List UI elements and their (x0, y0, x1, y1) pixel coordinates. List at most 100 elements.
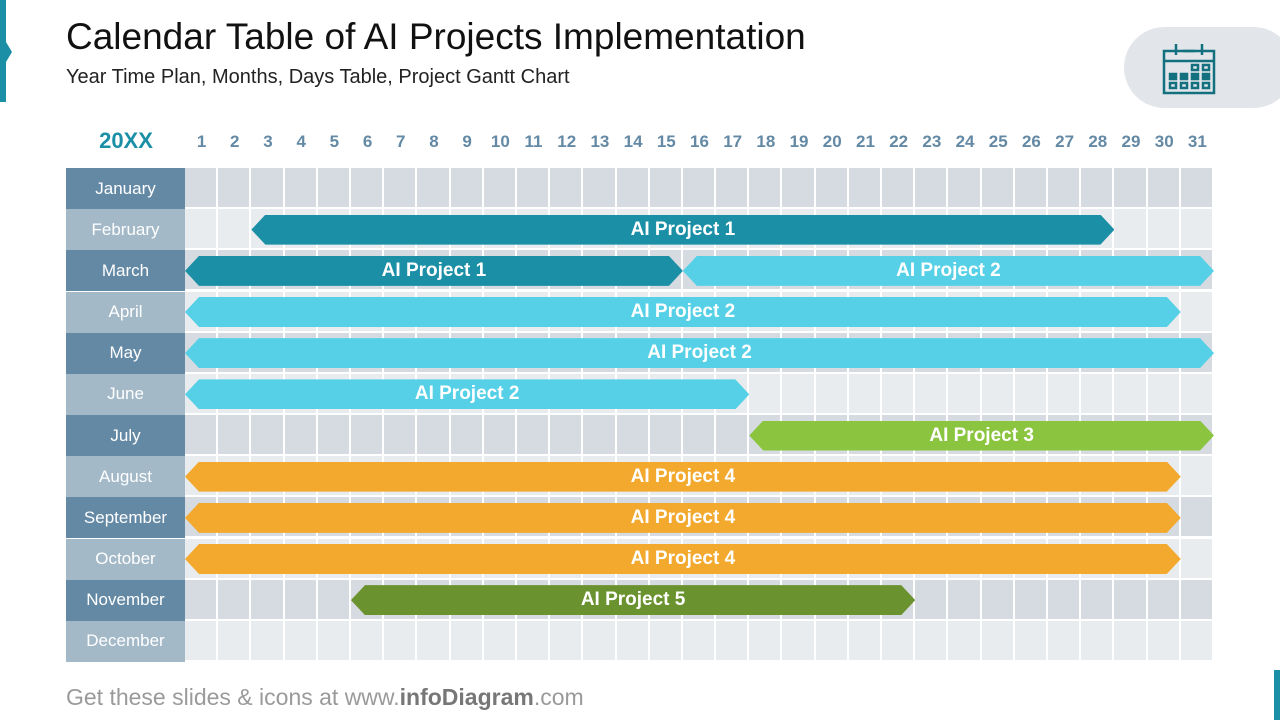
day-cell (251, 415, 285, 457)
day-header: 1 (196, 132, 207, 151)
day-cell (1114, 620, 1148, 662)
day-cell (583, 620, 617, 662)
day-cell (848, 168, 883, 210)
day-cell (1014, 373, 1049, 415)
project-bar[interactable]: AI Project 5 (351, 585, 915, 615)
project-bar[interactable]: AI Project 2 (185, 297, 1181, 327)
day-cell (749, 168, 783, 210)
day-cell (1114, 209, 1148, 251)
day-header: 18 (756, 132, 776, 151)
day-cell (682, 168, 717, 210)
icon-pill (1124, 27, 1280, 108)
day-cell (384, 620, 418, 662)
day-cell (317, 579, 351, 621)
project-bar[interactable]: AI Project 4 (185, 544, 1181, 574)
day-cell (882, 620, 916, 662)
day-cell (616, 620, 650, 662)
day-cell (483, 415, 517, 457)
day-cell (1081, 373, 1115, 415)
day-cell (682, 415, 717, 457)
day-cell (317, 620, 351, 662)
day-cell (218, 168, 252, 210)
day-cell (483, 168, 517, 210)
day-header: 3 (263, 132, 273, 151)
day-header: 24 (955, 132, 975, 151)
day-cell (948, 373, 982, 415)
day-cell (1014, 579, 1049, 621)
day-cell (251, 579, 285, 621)
day-cell (350, 168, 385, 210)
day-header: 12 (557, 132, 577, 151)
day-cell (1081, 168, 1115, 210)
day-header: 26 (1021, 132, 1041, 151)
day-cell (483, 620, 517, 662)
day-cell (218, 579, 252, 621)
day-cell (749, 620, 783, 662)
day-header: 11 (524, 132, 543, 151)
project-bar[interactable]: AI Project 2 (185, 379, 749, 409)
day-cell (649, 415, 683, 457)
day-cell (1114, 373, 1148, 415)
project-bar[interactable]: AI Project 4 (185, 503, 1181, 533)
day-cell (981, 579, 1015, 621)
day-cell (1147, 373, 1181, 415)
day-cell (782, 620, 816, 662)
day-header: 5 (329, 132, 340, 151)
project-bar[interactable]: AI Project 3 (749, 421, 1214, 451)
day-cell (317, 168, 351, 210)
month-label: May (66, 332, 185, 374)
accent-arrow (6, 42, 12, 62)
month-label: June (66, 373, 185, 415)
day-header: 9 (462, 132, 472, 151)
year-label: 20XX (99, 128, 153, 153)
day-cell (1180, 291, 1214, 333)
day-cell (1081, 579, 1115, 621)
day-cell (882, 168, 916, 210)
day-cell (583, 168, 617, 210)
day-cell (981, 373, 1015, 415)
month-label: April (66, 291, 185, 333)
day-cell (1147, 620, 1181, 662)
project-bar[interactable]: AI Project 4 (185, 462, 1181, 492)
day-cell (915, 168, 949, 210)
day-cell (915, 579, 949, 621)
day-cell (749, 373, 783, 415)
day-header: 17 (723, 132, 743, 151)
day-cell (1147, 579, 1181, 621)
day-cell (284, 168, 318, 210)
day-cell (450, 168, 484, 210)
day-cell (1180, 168, 1214, 210)
day-cell (716, 415, 750, 457)
day-header: 7 (396, 132, 406, 151)
day-cell (1014, 168, 1049, 210)
day-cell (815, 620, 849, 662)
footer-prefix: Get these slides & icons at www. (66, 684, 400, 710)
day-cell (185, 168, 219, 210)
day-cell (981, 620, 1015, 662)
day-cell (284, 620, 318, 662)
day-cell (417, 620, 451, 662)
day-cell (1114, 168, 1148, 210)
day-cell (1180, 209, 1214, 251)
day-header: 30 (1154, 132, 1174, 151)
day-cell (848, 620, 883, 662)
day-header: 29 (1121, 132, 1141, 151)
day-header: 2 (230, 132, 240, 151)
day-cell (682, 620, 717, 662)
day-cell (1147, 209, 1181, 251)
day-cell (716, 620, 750, 662)
day-cell (981, 168, 1015, 210)
day-cell (251, 620, 285, 662)
day-cell (815, 168, 849, 210)
day-cell (350, 415, 385, 457)
month-label: March (66, 250, 185, 292)
page-title: Calendar Table of AI Projects Implementa… (66, 16, 806, 57)
day-cell (417, 168, 451, 210)
project-bar[interactable]: AI Project 1 (185, 256, 683, 286)
day-header: 15 (656, 132, 676, 151)
day-header: 20 (822, 132, 842, 151)
project-bar[interactable]: AI Project 2 (185, 338, 1214, 368)
project-bar[interactable]: AI Project 1 (251, 215, 1114, 245)
project-bar[interactable]: AI Project 2 (683, 256, 1214, 286)
day-cell (516, 620, 551, 662)
